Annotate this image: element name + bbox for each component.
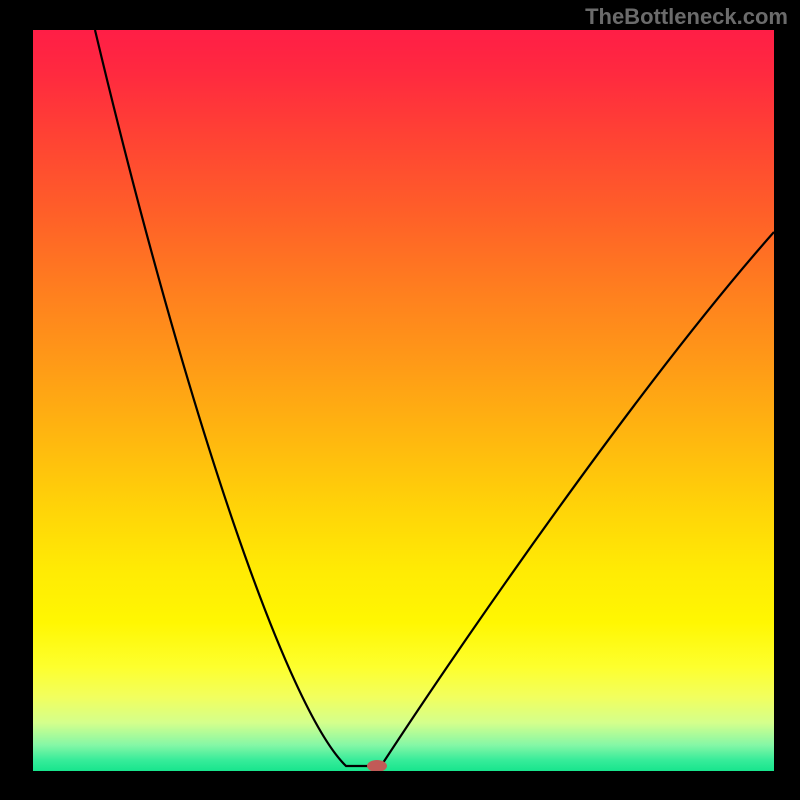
bottleneck-curve bbox=[33, 30, 774, 771]
chart-plot-area bbox=[33, 30, 774, 771]
curve-path bbox=[95, 30, 774, 766]
watermark-text: TheBottleneck.com bbox=[585, 4, 788, 30]
